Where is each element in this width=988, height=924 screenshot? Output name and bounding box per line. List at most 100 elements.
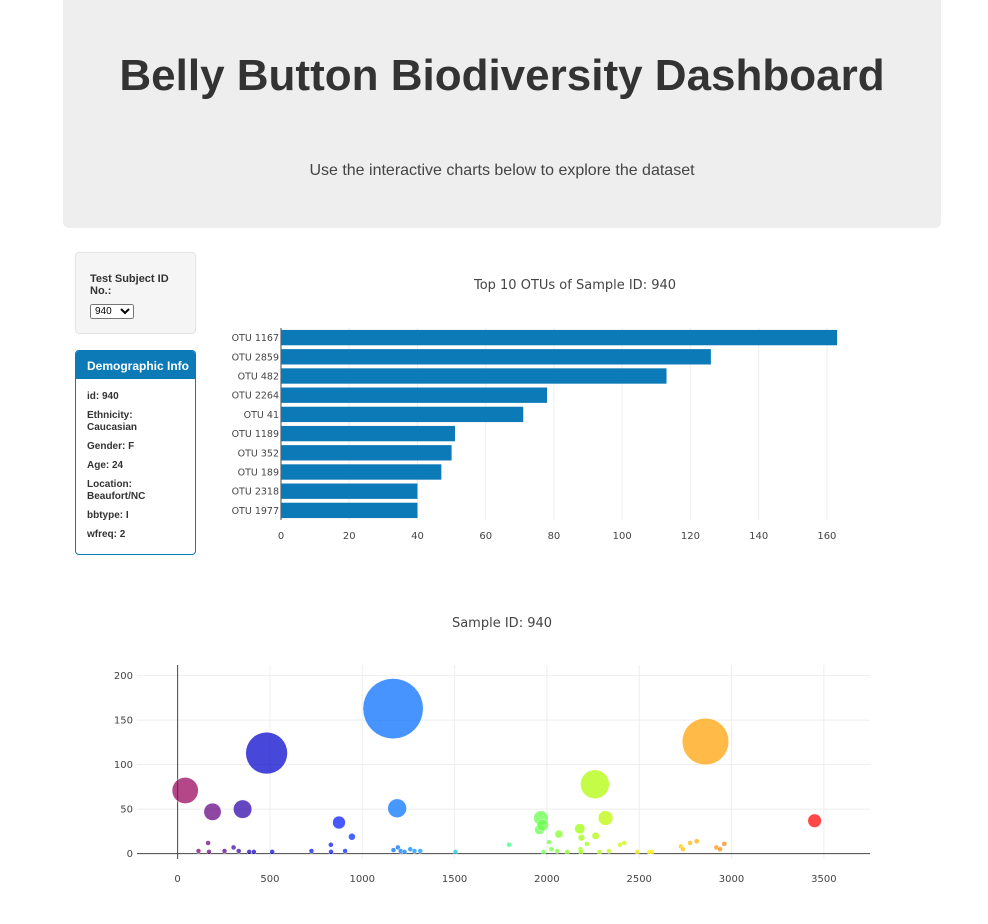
bubble-mark[interactable] xyxy=(621,840,628,846)
bubble-mark[interactable] xyxy=(342,848,348,854)
top10-otu-bar-chart[interactable]: Top 10 OTUs of Sample ID: 940 OTU 1167 OT… xyxy=(215,265,865,555)
bubble-mark[interactable] xyxy=(328,842,334,848)
bar-mark[interactable] xyxy=(281,406,524,423)
bubble-mark[interactable] xyxy=(308,848,315,854)
page-subtitle: Use the interactive charts below to expl… xyxy=(309,162,695,179)
bubble-mark[interactable] xyxy=(401,849,408,855)
bar-category-label: OTU 352 xyxy=(238,448,279,459)
bubble-mark[interactable] xyxy=(548,846,555,852)
subject-id-select[interactable]: 940 xyxy=(90,304,134,319)
bar-mark[interactable] xyxy=(281,329,838,346)
bar-category-label: OTU 1167 xyxy=(232,333,279,344)
bar-category-label: OTU 1189 xyxy=(232,429,279,440)
bubble-chart-title: Sample ID: 940 xyxy=(452,616,552,631)
bubble-mark[interactable] xyxy=(596,849,603,855)
bar-mark[interactable] xyxy=(281,464,442,480)
bar-x-tick-label: 60 xyxy=(479,531,492,542)
bubble-x-tick-label: 3000 xyxy=(719,874,744,885)
bar-mark[interactable] xyxy=(281,502,418,519)
bubble-mark[interactable] xyxy=(577,834,585,842)
demographic-row-gender: Gender: F xyxy=(87,441,135,452)
bar-mark[interactable] xyxy=(281,425,455,442)
bubble-mark[interactable] xyxy=(649,849,655,855)
bubble-y-tick-label: 50 xyxy=(120,805,133,816)
bubble-mark[interactable] xyxy=(206,849,212,855)
bubble-mark[interactable] xyxy=(680,846,686,852)
bubble-mark[interactable] xyxy=(269,849,275,855)
bubble-mark[interactable] xyxy=(221,848,228,854)
bar-mark[interactable] xyxy=(281,387,548,403)
bubble-mark[interactable] xyxy=(807,813,822,828)
bubble-mark[interactable] xyxy=(540,849,547,855)
bubble-y-tick-label: 150 xyxy=(114,716,133,727)
bubble-mark[interactable] xyxy=(591,831,600,840)
subject-selector-label: Test Subject ID No.: xyxy=(90,273,169,297)
bubble-y-tick-label: 0 xyxy=(127,849,133,860)
bar-category-label: OTU 2318 xyxy=(232,487,279,498)
bubble-mark[interactable] xyxy=(387,798,407,818)
bubble-mark[interactable] xyxy=(693,838,700,845)
bubble-mark[interactable] xyxy=(411,848,418,854)
bubble-x-tick-label: 1000 xyxy=(350,874,375,885)
bar-x-tick-label: 0 xyxy=(278,531,284,542)
bubble-x-tick-label: 3500 xyxy=(811,874,836,885)
bar-category-label: OTU 2264 xyxy=(232,391,279,402)
bubble-mark[interactable] xyxy=(452,849,459,855)
bubble-mark[interactable] xyxy=(332,815,346,830)
bubble-x-tick-label: 2500 xyxy=(626,874,651,885)
bubble-mark[interactable] xyxy=(362,678,424,740)
bubble-mark[interactable] xyxy=(606,848,612,854)
bubble-mark[interactable] xyxy=(597,810,614,826)
bubble-mark[interactable] xyxy=(417,848,423,854)
bubble-mark[interactable] xyxy=(681,717,730,766)
bubble-mark[interactable] xyxy=(536,819,549,832)
bubble-mark[interactable] xyxy=(634,849,641,855)
demographic-panel-heading: Demographic Info xyxy=(76,351,195,379)
bubble-mark[interactable] xyxy=(171,777,199,804)
bar-mark[interactable] xyxy=(281,445,452,461)
bubble-x-tick-label: 500 xyxy=(260,874,279,885)
bubble-mark[interactable] xyxy=(574,823,586,835)
bubble-mark[interactable] xyxy=(564,849,570,855)
bar-x-tick-label: 20 xyxy=(343,531,356,542)
bubble-mark[interactable] xyxy=(246,849,253,855)
bar-x-tick-label: 100 xyxy=(613,531,632,542)
bubble-mark[interactable] xyxy=(251,849,257,855)
bubble-mark[interactable] xyxy=(687,840,693,846)
bubble-mark[interactable] xyxy=(233,799,253,819)
bar-x-tick-label: 160 xyxy=(817,531,836,542)
bar-category-label: OTU 482 xyxy=(238,372,279,383)
bubble-mark[interactable] xyxy=(580,769,610,799)
bubble-mark[interactable] xyxy=(721,841,728,847)
bubble-mark[interactable] xyxy=(195,848,202,854)
bar-category-label: OTU 41 xyxy=(244,410,279,421)
bubble-mark[interactable] xyxy=(395,844,401,851)
bar-category-label: OTU 1977 xyxy=(232,506,279,517)
bar-x-tick-label: 80 xyxy=(548,531,561,542)
demographic-row-ethnicity: Ethnicity: Caucasian xyxy=(87,410,138,433)
demographic-row-id: id: 940 xyxy=(87,391,119,402)
bubble-y-tick-label: 200 xyxy=(114,671,133,682)
bubble-mark[interactable] xyxy=(554,829,564,839)
bubble-mark[interactable] xyxy=(348,832,356,841)
bubble-mark[interactable] xyxy=(554,848,560,854)
demographic-panel: Demographic Info id: 940 Ethnicity: Cauc… xyxy=(75,350,196,555)
bubble-mark[interactable] xyxy=(245,731,288,775)
bubble-mark[interactable] xyxy=(235,848,242,854)
bubble-mark[interactable] xyxy=(230,844,237,851)
bubble-mark[interactable] xyxy=(203,802,222,821)
bubble-mark[interactable] xyxy=(205,840,211,846)
bubble-mark[interactable] xyxy=(584,841,590,847)
bubble-x-tick-label: 2000 xyxy=(534,874,559,885)
bar-mark[interactable] xyxy=(281,368,667,384)
bubble-mark[interactable] xyxy=(717,846,723,852)
bubble-mark[interactable] xyxy=(506,842,512,848)
bubble-mark[interactable] xyxy=(578,849,584,855)
bubble-mark[interactable] xyxy=(328,849,334,855)
bar-mark[interactable] xyxy=(281,349,711,365)
bubble-mark[interactable] xyxy=(390,847,397,853)
bar-mark[interactable] xyxy=(281,483,418,499)
bubble-mark[interactable] xyxy=(546,839,552,845)
header-jumbotron: Belly Button Biodiversity Dashboard Use … xyxy=(63,0,941,228)
